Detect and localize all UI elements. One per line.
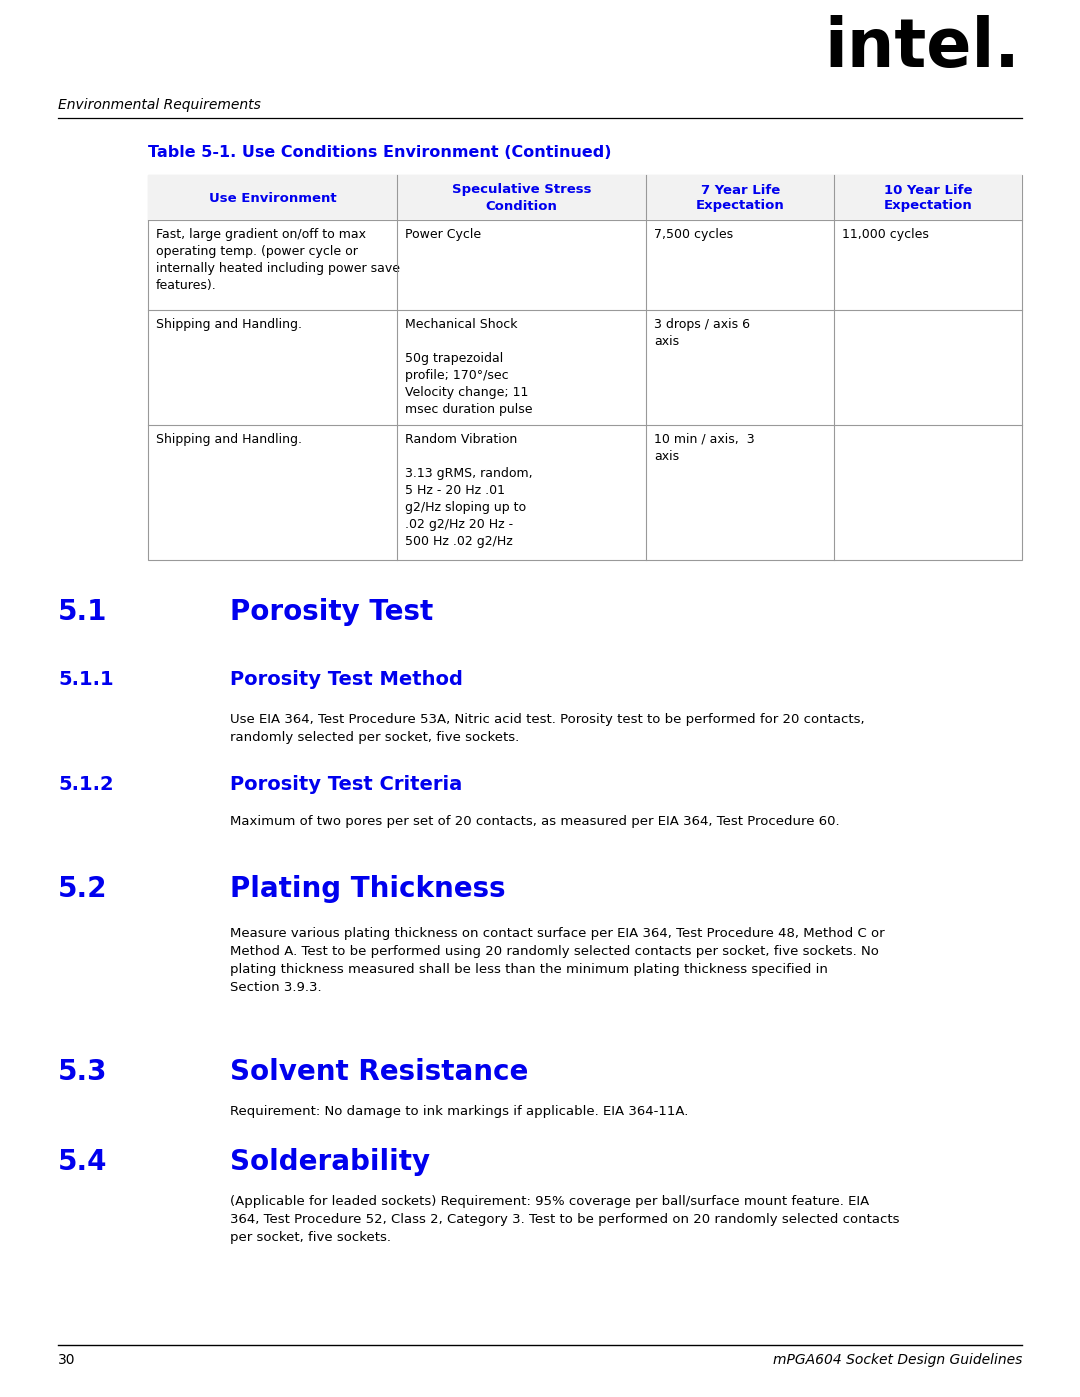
- Text: Solvent Resistance: Solvent Resistance: [230, 1058, 528, 1085]
- Text: 5.1.2: 5.1.2: [58, 775, 113, 793]
- Text: Porosity Test Criteria: Porosity Test Criteria: [230, 775, 462, 793]
- Text: Use Environment: Use Environment: [208, 191, 336, 204]
- Text: (Applicable for leaded sockets) Requirement: 95% coverage per ball/surface mount: (Applicable for leaded sockets) Requirem…: [230, 1194, 900, 1243]
- Text: 7,500 cycles: 7,500 cycles: [654, 228, 733, 242]
- Text: Solderability: Solderability: [230, 1148, 430, 1176]
- Text: mPGA604 Socket Design Guidelines: mPGA604 Socket Design Guidelines: [772, 1354, 1022, 1368]
- Text: 3 drops / axis 6
axis: 3 drops / axis 6 axis: [654, 319, 751, 348]
- Text: Environmental Requirements: Environmental Requirements: [58, 98, 261, 112]
- Text: Speculative Stress
Condition: Speculative Stress Condition: [451, 183, 592, 212]
- Text: 10 min / axis,  3
axis: 10 min / axis, 3 axis: [654, 433, 755, 462]
- Text: Requirement: No damage to ink markings if applicable. EIA 364-11A.: Requirement: No damage to ink markings i…: [230, 1105, 688, 1118]
- Bar: [148, 175, 1022, 560]
- Text: Porosity Test Method: Porosity Test Method: [230, 671, 463, 689]
- Text: Maximum of two pores per set of 20 contacts, as measured per EIA 364, Test Proce: Maximum of two pores per set of 20 conta…: [230, 814, 839, 828]
- Text: Mechanical Shock

50g trapezoidal
profile; 170°/sec
Velocity change; 11
msec dur: Mechanical Shock 50g trapezoidal profile…: [405, 319, 532, 416]
- Text: 5.1.1: 5.1.1: [58, 671, 113, 689]
- Text: Table 5-1. Use Conditions Environment (Continued): Table 5-1. Use Conditions Environment (C…: [148, 145, 611, 161]
- Text: Measure various plating thickness on contact surface per EIA 364, Test Procedure: Measure various plating thickness on con…: [230, 928, 885, 995]
- Text: 30: 30: [58, 1354, 76, 1368]
- Text: 5.3: 5.3: [58, 1058, 108, 1085]
- Text: 10 Year Life
Expectation: 10 Year Life Expectation: [883, 183, 972, 212]
- Text: Plating Thickness: Plating Thickness: [230, 875, 505, 902]
- Bar: [148, 175, 1022, 219]
- Text: Power Cycle: Power Cycle: [405, 228, 482, 242]
- Text: 7 Year Life
Expectation: 7 Year Life Expectation: [696, 183, 784, 212]
- Text: Use EIA 364, Test Procedure 53A, Nitric acid test. Porosity test to be performed: Use EIA 364, Test Procedure 53A, Nitric …: [230, 712, 865, 745]
- Text: Shipping and Handling.: Shipping and Handling.: [156, 319, 302, 331]
- Text: Porosity Test: Porosity Test: [230, 598, 433, 626]
- Text: 11,000 cycles: 11,000 cycles: [842, 228, 929, 242]
- Text: 5.2: 5.2: [58, 875, 108, 902]
- Text: 5.4: 5.4: [58, 1148, 108, 1176]
- Text: intel.: intel.: [824, 15, 1020, 81]
- Text: Shipping and Handling.: Shipping and Handling.: [156, 433, 302, 446]
- Text: Fast, large gradient on/off to max
operating temp. (power cycle or
internally he: Fast, large gradient on/off to max opera…: [156, 228, 400, 292]
- Text: 5.1: 5.1: [58, 598, 107, 626]
- Text: Random Vibration

3.13 gRMS, random,
5 Hz - 20 Hz .01
g2/Hz sloping up to
.02 g2: Random Vibration 3.13 gRMS, random, 5 Hz…: [405, 433, 532, 548]
